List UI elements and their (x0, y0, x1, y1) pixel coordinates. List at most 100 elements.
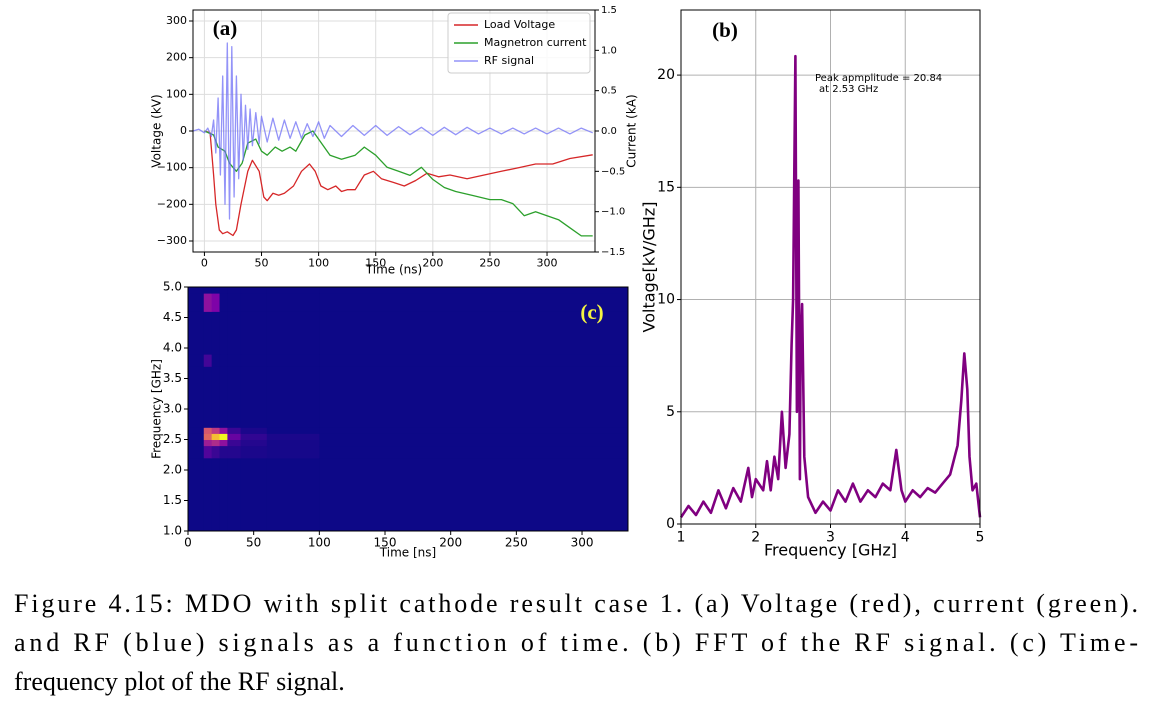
heatmap-cell (227, 354, 242, 367)
y-tick-label: 10 (657, 292, 675, 308)
heatmap-cell (203, 293, 213, 312)
y-tick-label: 200 (166, 51, 187, 64)
panel-label: (b) (712, 18, 738, 42)
annotation: Peak apmplitude = 20.84 (815, 73, 942, 84)
heatmap-cell (211, 439, 221, 447)
x-tick-label: 100 (308, 536, 331, 550)
panel-label: (c) (580, 300, 603, 324)
heatmap-cell (266, 354, 320, 367)
series-line (204, 130, 593, 237)
heatmap-cell (319, 354, 629, 367)
x-tick-label: 150 (365, 257, 386, 270)
heatmap-cell (219, 354, 228, 367)
heatmap-cell (240, 287, 268, 294)
heatmap-cell (188, 293, 205, 312)
x-tick-label: 250 (505, 536, 528, 550)
x-axis-label: Time [ns] (379, 546, 436, 560)
y-tick-label: 15 (657, 179, 675, 195)
heatmap-cell (188, 366, 205, 428)
y-tick-label: 0 (666, 516, 675, 532)
heatmap-cell (227, 433, 242, 440)
y-tick-label: 3.5 (163, 371, 182, 385)
x-tick-label: 300 (537, 257, 558, 270)
y-tick-label: 2.0 (163, 463, 182, 477)
legend-label: RF signal (484, 54, 534, 67)
heatmap-cell (219, 439, 228, 447)
heatmap-cell (266, 445, 320, 459)
caption-line: frequency plot of the RF signal. (14, 667, 345, 696)
series-line (679, 54, 982, 519)
y2-tick-label: 1.5 (601, 5, 617, 16)
x-tick-label: 5 (976, 529, 985, 545)
heatmap-cell (240, 457, 268, 532)
y-tick-label: −100 (157, 161, 187, 174)
y-tick-label: 300 (166, 14, 187, 27)
heatmap-cell (219, 457, 228, 532)
y2-tick-label: −1.5 (601, 247, 625, 258)
heatmap-cell (319, 311, 629, 355)
heatmap-cell (240, 366, 268, 428)
heatmap-cell (319, 439, 629, 447)
y-axis-label: Voltage (kV) (150, 94, 164, 167)
heatmap-cell (227, 427, 242, 434)
y2-tick-label: 0.0 (601, 126, 617, 137)
y-tick-label: 1.5 (163, 493, 182, 507)
heatmap-cell (188, 427, 205, 434)
heatmap-cell (319, 427, 629, 434)
y-tick-label: 1.0 (163, 524, 182, 538)
heatmap-cell (219, 445, 228, 459)
heatmap-cell (211, 433, 221, 440)
y2-tick-label: 1.0 (601, 45, 617, 56)
heatmap-cell (219, 293, 228, 312)
caption-line: and RF (blue) signals as a function of t… (14, 628, 1138, 657)
heatmap-cell (266, 311, 320, 355)
y2-tick-label: −0.5 (601, 166, 625, 177)
heatmap-cell (188, 433, 205, 440)
heatmap-cell (203, 439, 213, 447)
heatmap-cell (188, 354, 205, 367)
heatmap-cell (227, 457, 242, 532)
heatmap-cell (319, 287, 629, 294)
heatmap-cell (219, 433, 228, 440)
x-tick-label: 300 (571, 536, 594, 550)
series-line (204, 130, 593, 237)
x-tick-label: 2 (751, 529, 760, 545)
y-axis-label: Voltage[kV/GHz] (640, 202, 659, 333)
heatmap-cell (240, 445, 268, 459)
heatmap-cell (266, 433, 320, 440)
heatmap-cell (188, 311, 205, 355)
heatmap-cell (188, 287, 205, 294)
legend-label: Load Voltage (484, 18, 555, 31)
x-tick-label: 50 (255, 257, 269, 270)
heatmap-cell (219, 287, 228, 294)
heatmap-cell (319, 457, 629, 532)
y-tick-label: −200 (157, 197, 187, 210)
heatmap-cell (266, 427, 320, 434)
x-tick-label: 3 (826, 529, 835, 545)
heatmap-cell (240, 433, 268, 440)
x-tick-label: 200 (439, 536, 462, 550)
y2-tick-label: −1.0 (601, 207, 625, 218)
heatmap-cell (219, 366, 228, 428)
heatmap-cell (211, 445, 221, 459)
heatmap-cell (203, 287, 213, 294)
x-tick-label: 150 (374, 536, 397, 550)
heatmap-cell (203, 457, 213, 532)
heatmap-cell (188, 439, 205, 447)
heatmap-cell (266, 287, 320, 294)
y-tick-label: 20 (657, 67, 675, 83)
heatmap-cell (240, 427, 268, 434)
heatmap-cell (240, 354, 268, 367)
annotation: at 2.53 GHz (819, 84, 878, 95)
heatmap-cell (319, 445, 629, 459)
y2-axis-label: Current (kA) (625, 94, 639, 167)
y-tick-label: 0 (180, 124, 187, 137)
heatmap-cell (319, 293, 629, 312)
heatmap-cell (227, 366, 242, 428)
heatmap-cell (211, 427, 221, 434)
heatmap-cell (203, 354, 213, 367)
heatmap-cell (203, 433, 213, 440)
heatmap-cell (203, 311, 213, 355)
y-tick-label: 5.0 (163, 280, 182, 294)
x-axis-label: Time (ns) (365, 263, 422, 277)
